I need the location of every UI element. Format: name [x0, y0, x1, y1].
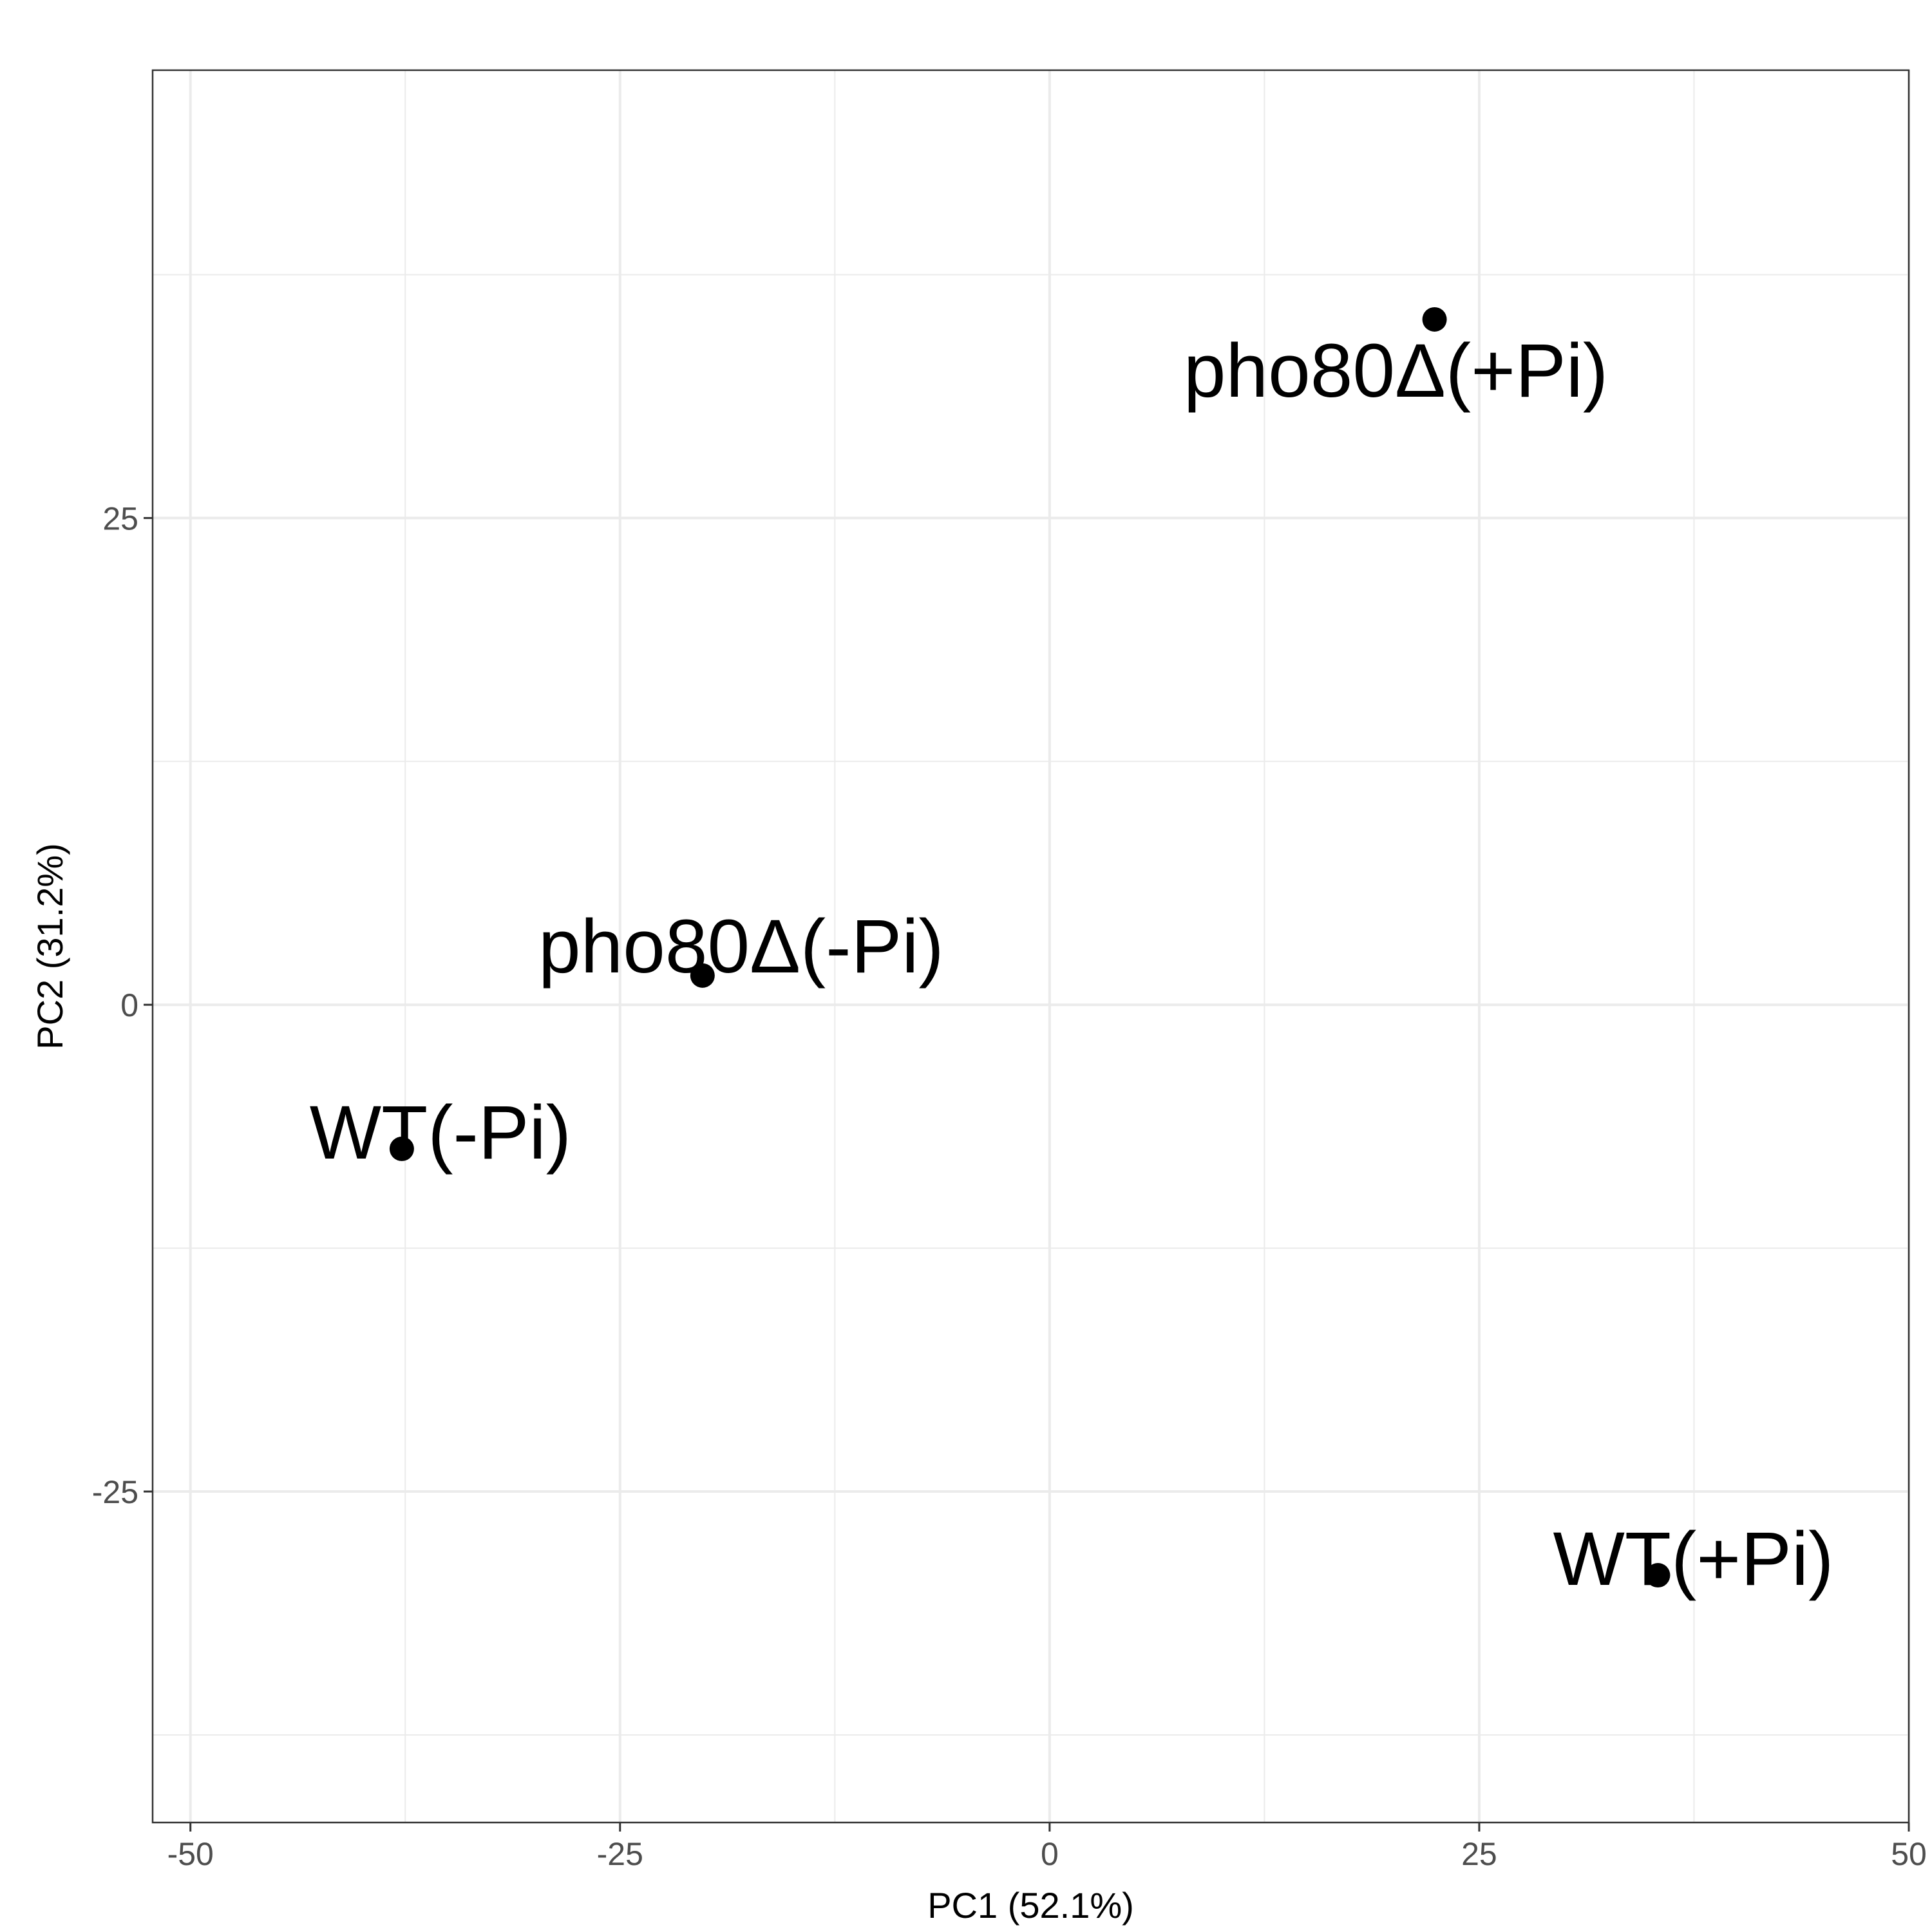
point-label: pho80Δ(+Pi) [1184, 328, 1608, 413]
x-tick-label: -50 [167, 1836, 214, 1872]
point-labels: pho80Δ(+Pi) pho80Δ(-Pi) WT(-Pi) WT(+Pi) [310, 328, 1834, 1602]
x-tick-label: 25 [1461, 1836, 1497, 1872]
minor-gridlines [153, 70, 1909, 1823]
data-point [389, 1136, 414, 1161]
x-tick-label: -25 [597, 1836, 643, 1872]
y-axis-title: PC2 (31.2%) [30, 843, 70, 1050]
x-axis-ticks: -50 -25 0 25 50 [167, 1823, 1927, 1872]
point-label: pho80Δ(-Pi) [538, 904, 944, 989]
y-tick-label: 25 [102, 500, 138, 536]
point-label: WT(-Pi) [310, 1090, 571, 1175]
panel-border [151, 69, 1910, 1824]
x-tick-label: 50 [1891, 1836, 1927, 1872]
y-tick-label: 0 [120, 987, 138, 1023]
y-tick-label: -25 [92, 1474, 138, 1510]
x-tick-label: 0 [1041, 1836, 1059, 1872]
data-point [1645, 1563, 1671, 1588]
point-label: WT(+Pi) [1553, 1517, 1833, 1602]
data-points [389, 307, 1671, 1588]
y-axis-ticks: -25 0 25 [92, 500, 153, 1510]
x-axis-title: PC1 (52.1%) [927, 1885, 1134, 1926]
data-point [690, 963, 715, 988]
data-point [1422, 307, 1447, 332]
